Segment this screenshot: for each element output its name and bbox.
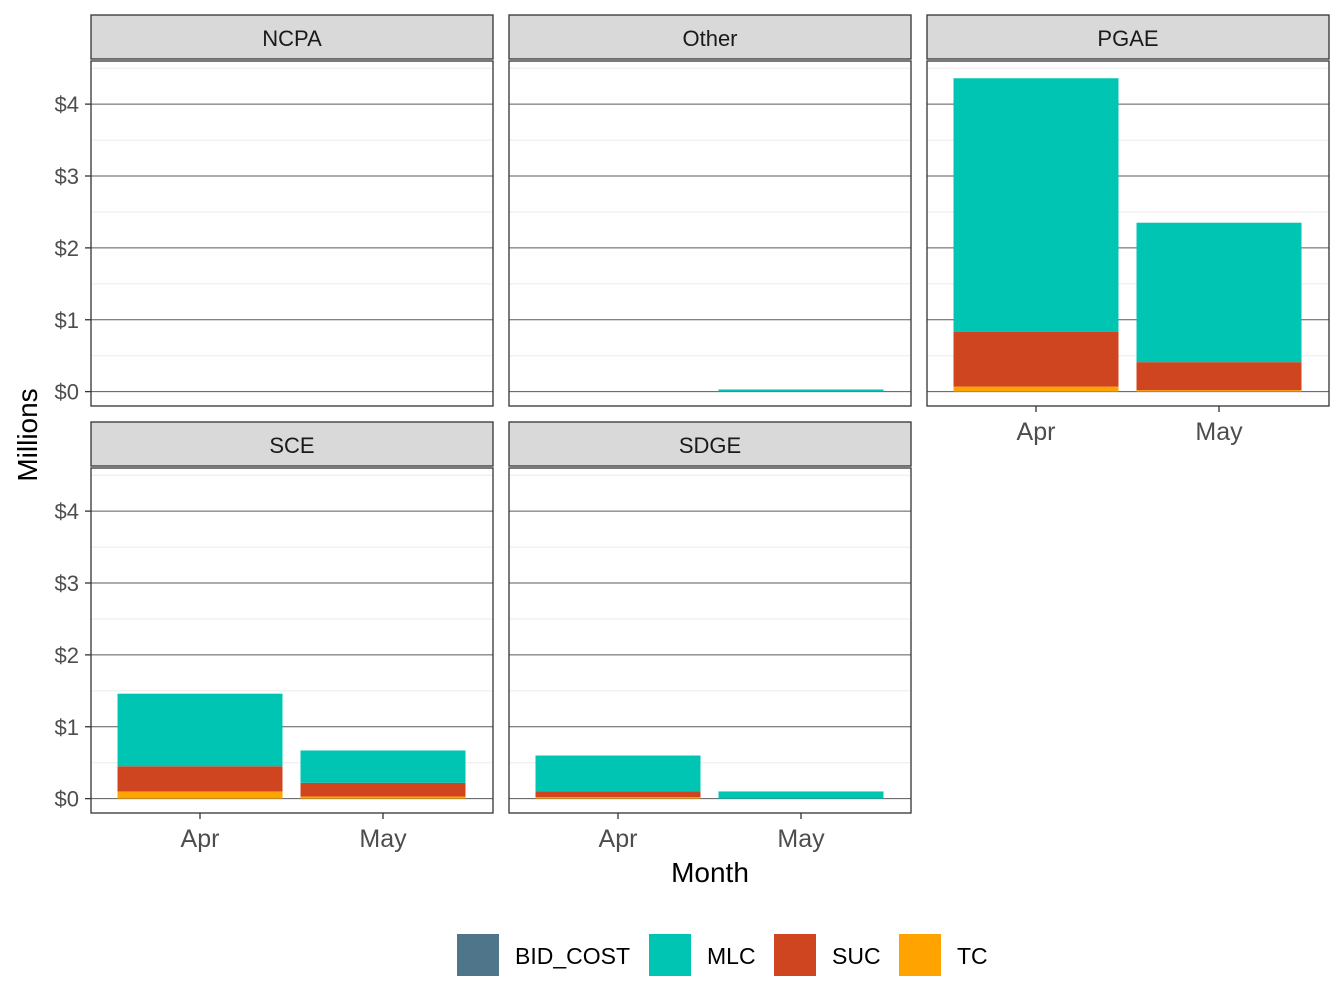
bar-pgae-may-tc — [1136, 390, 1302, 392]
x-tick-label: May — [359, 825, 407, 853]
bar-pgae-apr-tc — [953, 386, 1119, 392]
facet-strip — [926, 14, 1330, 60]
panel-border — [926, 60, 1330, 407]
legend-item-tc: TC — [899, 934, 988, 976]
bar-sdge-apr-mlc — [535, 755, 701, 792]
y-tick-label: $0 — [55, 380, 79, 405]
x-tick-label: Apr — [181, 825, 220, 853]
bar-pgae-may-suc — [1136, 362, 1302, 391]
facet-other: Other — [508, 14, 912, 407]
bar-other-may-mlc — [718, 389, 884, 392]
bar-sce-apr-mlc — [117, 693, 283, 767]
bar-pgae-apr-mlc — [953, 78, 1119, 332]
facet-strip-label: PGAE — [1097, 26, 1158, 51]
bar-sce-may-mlc — [300, 750, 466, 783]
legend-key — [774, 934, 816, 976]
facet-strip — [90, 14, 494, 60]
legend-label: TC — [957, 943, 988, 969]
legend-item-suc: SUC — [774, 934, 881, 976]
facet-strip — [508, 421, 912, 467]
y-tick-label: $1 — [55, 308, 79, 333]
y-tick-label: $2 — [55, 236, 79, 261]
legend-key — [899, 934, 941, 976]
bar-pgae-may-mlc — [1136, 222, 1302, 363]
y-tick-label: $0 — [55, 787, 79, 812]
x-tick-label: Apr — [599, 825, 638, 853]
facet-panels: NCPA $0 $1 $2 $3 $4 Other PGAE Apr May SCE $0 $1 $2 $3… — [55, 14, 1330, 853]
legend-key — [457, 934, 499, 976]
panel-border — [90, 60, 494, 407]
legend-item-bid-cost: BID_COST — [457, 934, 630, 976]
x-axis-title: Month — [671, 857, 749, 888]
legend-label: SUC — [832, 943, 881, 969]
facet-ncpa: NCPA $0 $1 $2 $3 $4 — [55, 14, 494, 407]
legend-key — [649, 934, 691, 976]
bar-sce-may-tc — [300, 796, 466, 799]
facet-strip-label: Other — [682, 26, 737, 51]
x-tick-label: May — [1195, 418, 1243, 446]
facet-sdge: SDGE Apr May — [508, 421, 912, 853]
facet-strip-label: SDGE — [679, 433, 741, 458]
bar-sdge-apr-suc — [535, 791, 701, 798]
facet-sce: SCE $0 $1 $2 $3 $4 Apr May — [55, 421, 494, 853]
panel-border — [508, 467, 912, 814]
legend: BID_COST MLC SUC TC — [457, 934, 988, 976]
y-tick-label: $2 — [55, 643, 79, 668]
bar-sdge-may-mlc — [718, 791, 884, 799]
legend-label: BID_COST — [515, 943, 630, 969]
facet-pgae: PGAE Apr May — [926, 14, 1330, 446]
y-tick-label: $3 — [55, 571, 79, 596]
facet-strip-label: NCPA — [262, 26, 322, 51]
panel-border — [90, 467, 494, 814]
panel-border — [508, 60, 912, 407]
facet-strip-label: SCE — [269, 433, 314, 458]
y-tick-label: $4 — [55, 499, 79, 524]
legend-label: MLC — [707, 943, 756, 969]
facet-strip — [508, 14, 912, 60]
x-tick-label: Apr — [1017, 418, 1056, 446]
facet-strip — [90, 421, 494, 467]
bar-sdge-apr-tc — [535, 797, 701, 799]
y-tick-label: $4 — [55, 92, 79, 117]
bar-sce-apr-tc — [117, 791, 283, 799]
bar-sce-may-suc — [300, 782, 466, 797]
panel-background — [91, 61, 493, 406]
x-tick-label: May — [777, 825, 825, 853]
panel-background — [509, 61, 911, 406]
y-tick-label: $1 — [55, 715, 79, 740]
y-axis-title: Millions — [12, 388, 43, 481]
legend-item-mlc: MLC — [649, 934, 756, 976]
bar-sce-apr-suc — [117, 766, 283, 792]
y-tick-label: $3 — [55, 164, 79, 189]
bar-pgae-apr-suc — [953, 331, 1119, 387]
